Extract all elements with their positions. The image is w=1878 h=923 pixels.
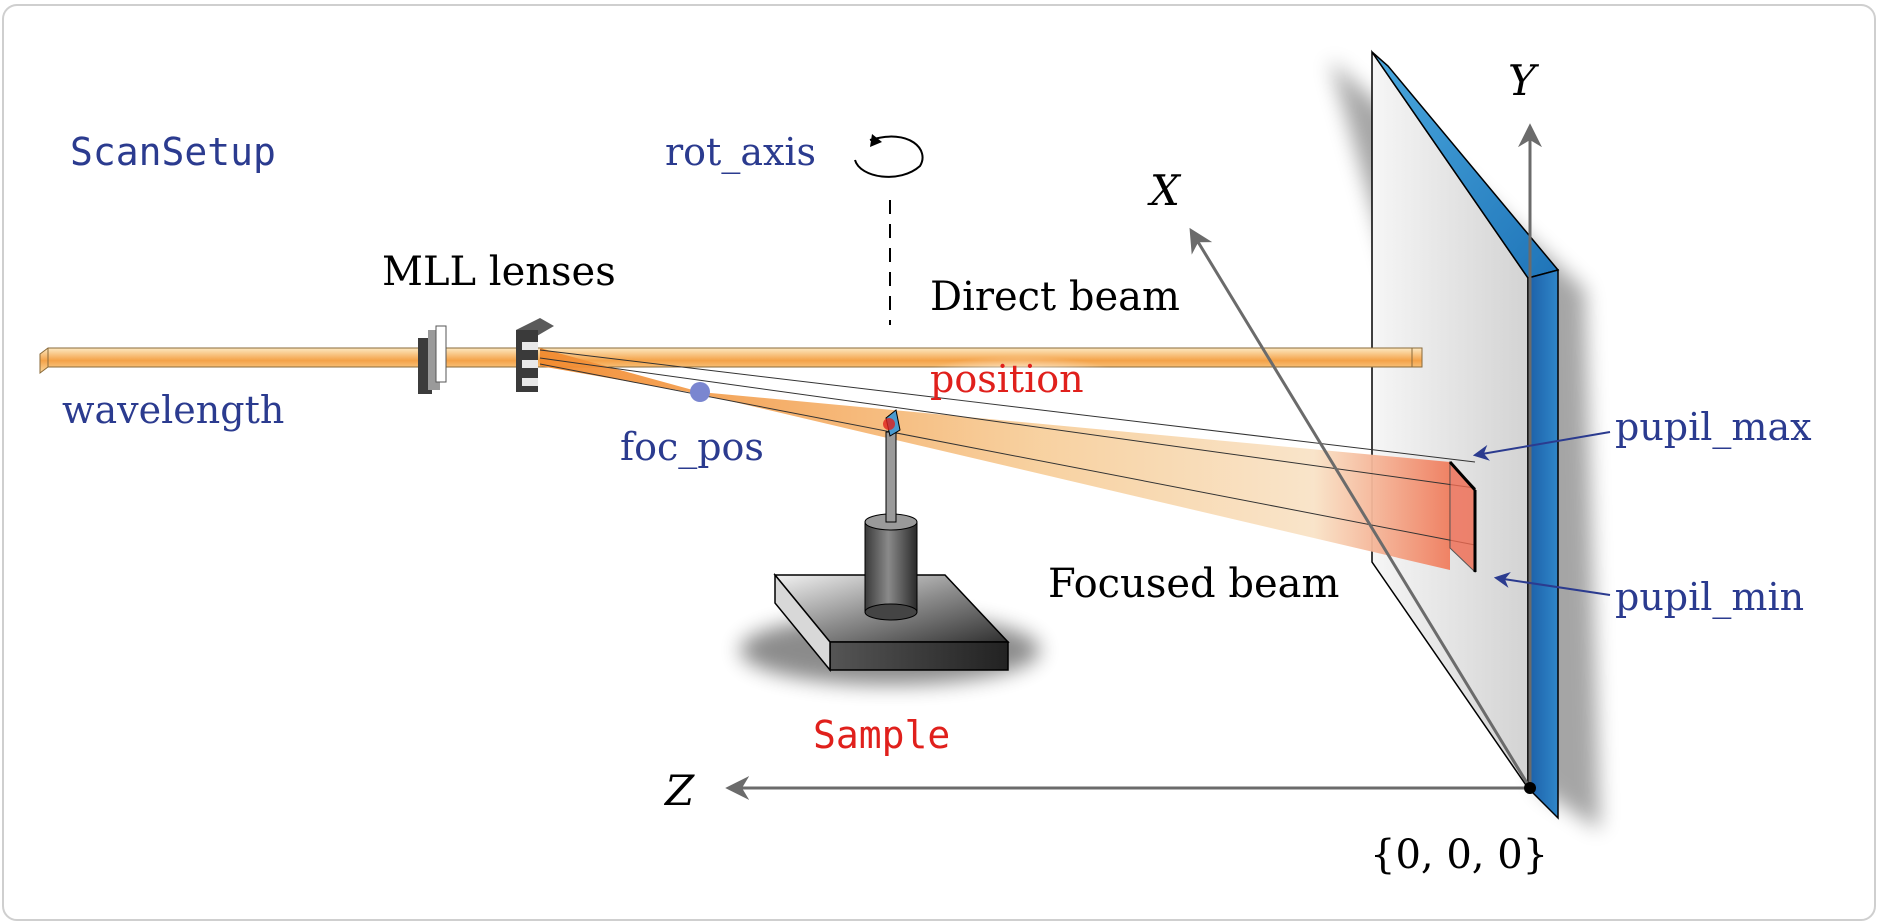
origin-point: [1524, 782, 1536, 794]
mll-lenses: [418, 318, 554, 394]
rot-axis-label: rot_axis: [665, 130, 816, 175]
stage-base-left: [774, 572, 831, 673]
direct-beam-label: Direct beam: [930, 274, 1180, 320]
stage-base-front: [829, 641, 1009, 671]
pupil-max-label: pupil_max: [1615, 405, 1812, 450]
pupil-max-arrow: [1472, 431, 1611, 461]
x-axis: [1189, 227, 1532, 789]
wavelength-label: wavelength: [62, 388, 284, 432]
mll-lens-1: [418, 325, 447, 394]
position-label: position: [930, 357, 1084, 401]
rotation-axis: [854, 134, 924, 325]
pupil-min-arrow: [1493, 571, 1611, 596]
rotation-arrow-icon: [854, 135, 924, 178]
scan-setup-label: ScanSetup: [70, 130, 276, 174]
pupil-min-label: pupil_min: [1615, 575, 1804, 620]
sample-stage: [740, 409, 1040, 685]
z-axis-label: Z: [663, 766, 695, 815]
origin-label: {0, 0, 0}: [1370, 832, 1548, 878]
stage-cylinder: [864, 521, 918, 613]
mll-lens-2: [516, 318, 554, 392]
focus-point: [690, 382, 710, 402]
focused-beam-label: Focused beam: [1048, 561, 1339, 607]
x-axis-label: X: [1147, 166, 1182, 215]
detector: [1330, 49, 1600, 830]
foc-pos-label: foc_pos: [620, 425, 764, 470]
sample-rod: [885, 431, 897, 523]
mll-lenses-label: MLL lenses: [382, 249, 616, 295]
sample-label: Sample: [813, 713, 950, 757]
y-axis-label: Y: [1508, 56, 1540, 105]
detector-side-edge: [1527, 269, 1559, 820]
coordinate-axes: [725, 123, 1542, 800]
